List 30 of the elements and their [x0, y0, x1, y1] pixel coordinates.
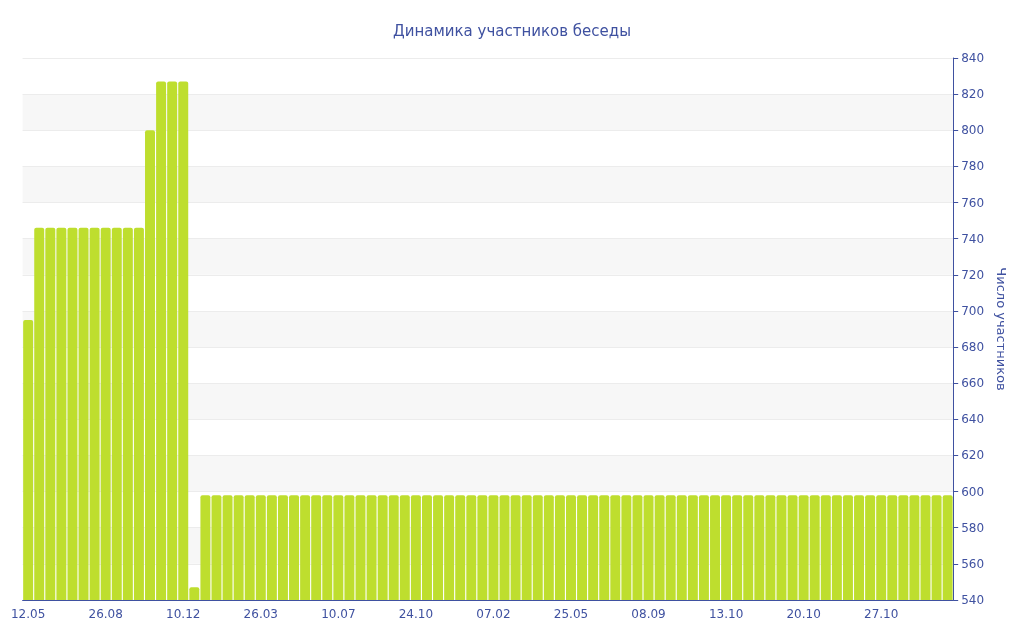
x-tick-label: 26.08: [88, 607, 123, 621]
x-tick-label: 10.07: [321, 607, 356, 621]
x-tick-label: 12.05: [10, 607, 46, 621]
y-tick-label: 580: [961, 520, 985, 535]
y-tick-label: 700: [961, 303, 985, 318]
x-tick-label: 24.10: [398, 607, 434, 621]
y-tick-label: 600: [961, 484, 985, 499]
y-axis-title: Число участников: [994, 267, 1009, 391]
chart-title: Динамика участников беседы: [392, 21, 632, 40]
y-tick-label: 680: [961, 340, 985, 355]
y-tick-label: 740: [961, 231, 985, 246]
y-tick-label: 840: [961, 51, 985, 65]
x-tick-label: 20.10: [786, 607, 821, 621]
y-tick-label: 640: [961, 412, 985, 427]
y-tick-label: 780: [961, 159, 985, 174]
x-tick-label: 08.09: [631, 607, 666, 621]
x-tick-label: 25.05: [553, 607, 589, 621]
y-tick-label: 800: [961, 123, 985, 138]
y-tick-label: 760: [961, 195, 985, 210]
y-tick-label: 540: [961, 593, 985, 607]
x-tick-label: 27.10: [864, 607, 899, 621]
y-tick-label: 660: [961, 376, 985, 391]
x-tick-label: 13.10: [708, 607, 744, 621]
y-tick-label: 620: [961, 448, 985, 463]
x-tick-label: 26.03: [243, 607, 278, 621]
x-tick-label: 10.12: [166, 607, 201, 621]
x-tick-label: 07.02: [476, 607, 511, 621]
y-tick-label: 560: [961, 556, 985, 571]
y-tick-label: 820: [961, 87, 985, 102]
y-tick-label: 720: [961, 267, 985, 282]
